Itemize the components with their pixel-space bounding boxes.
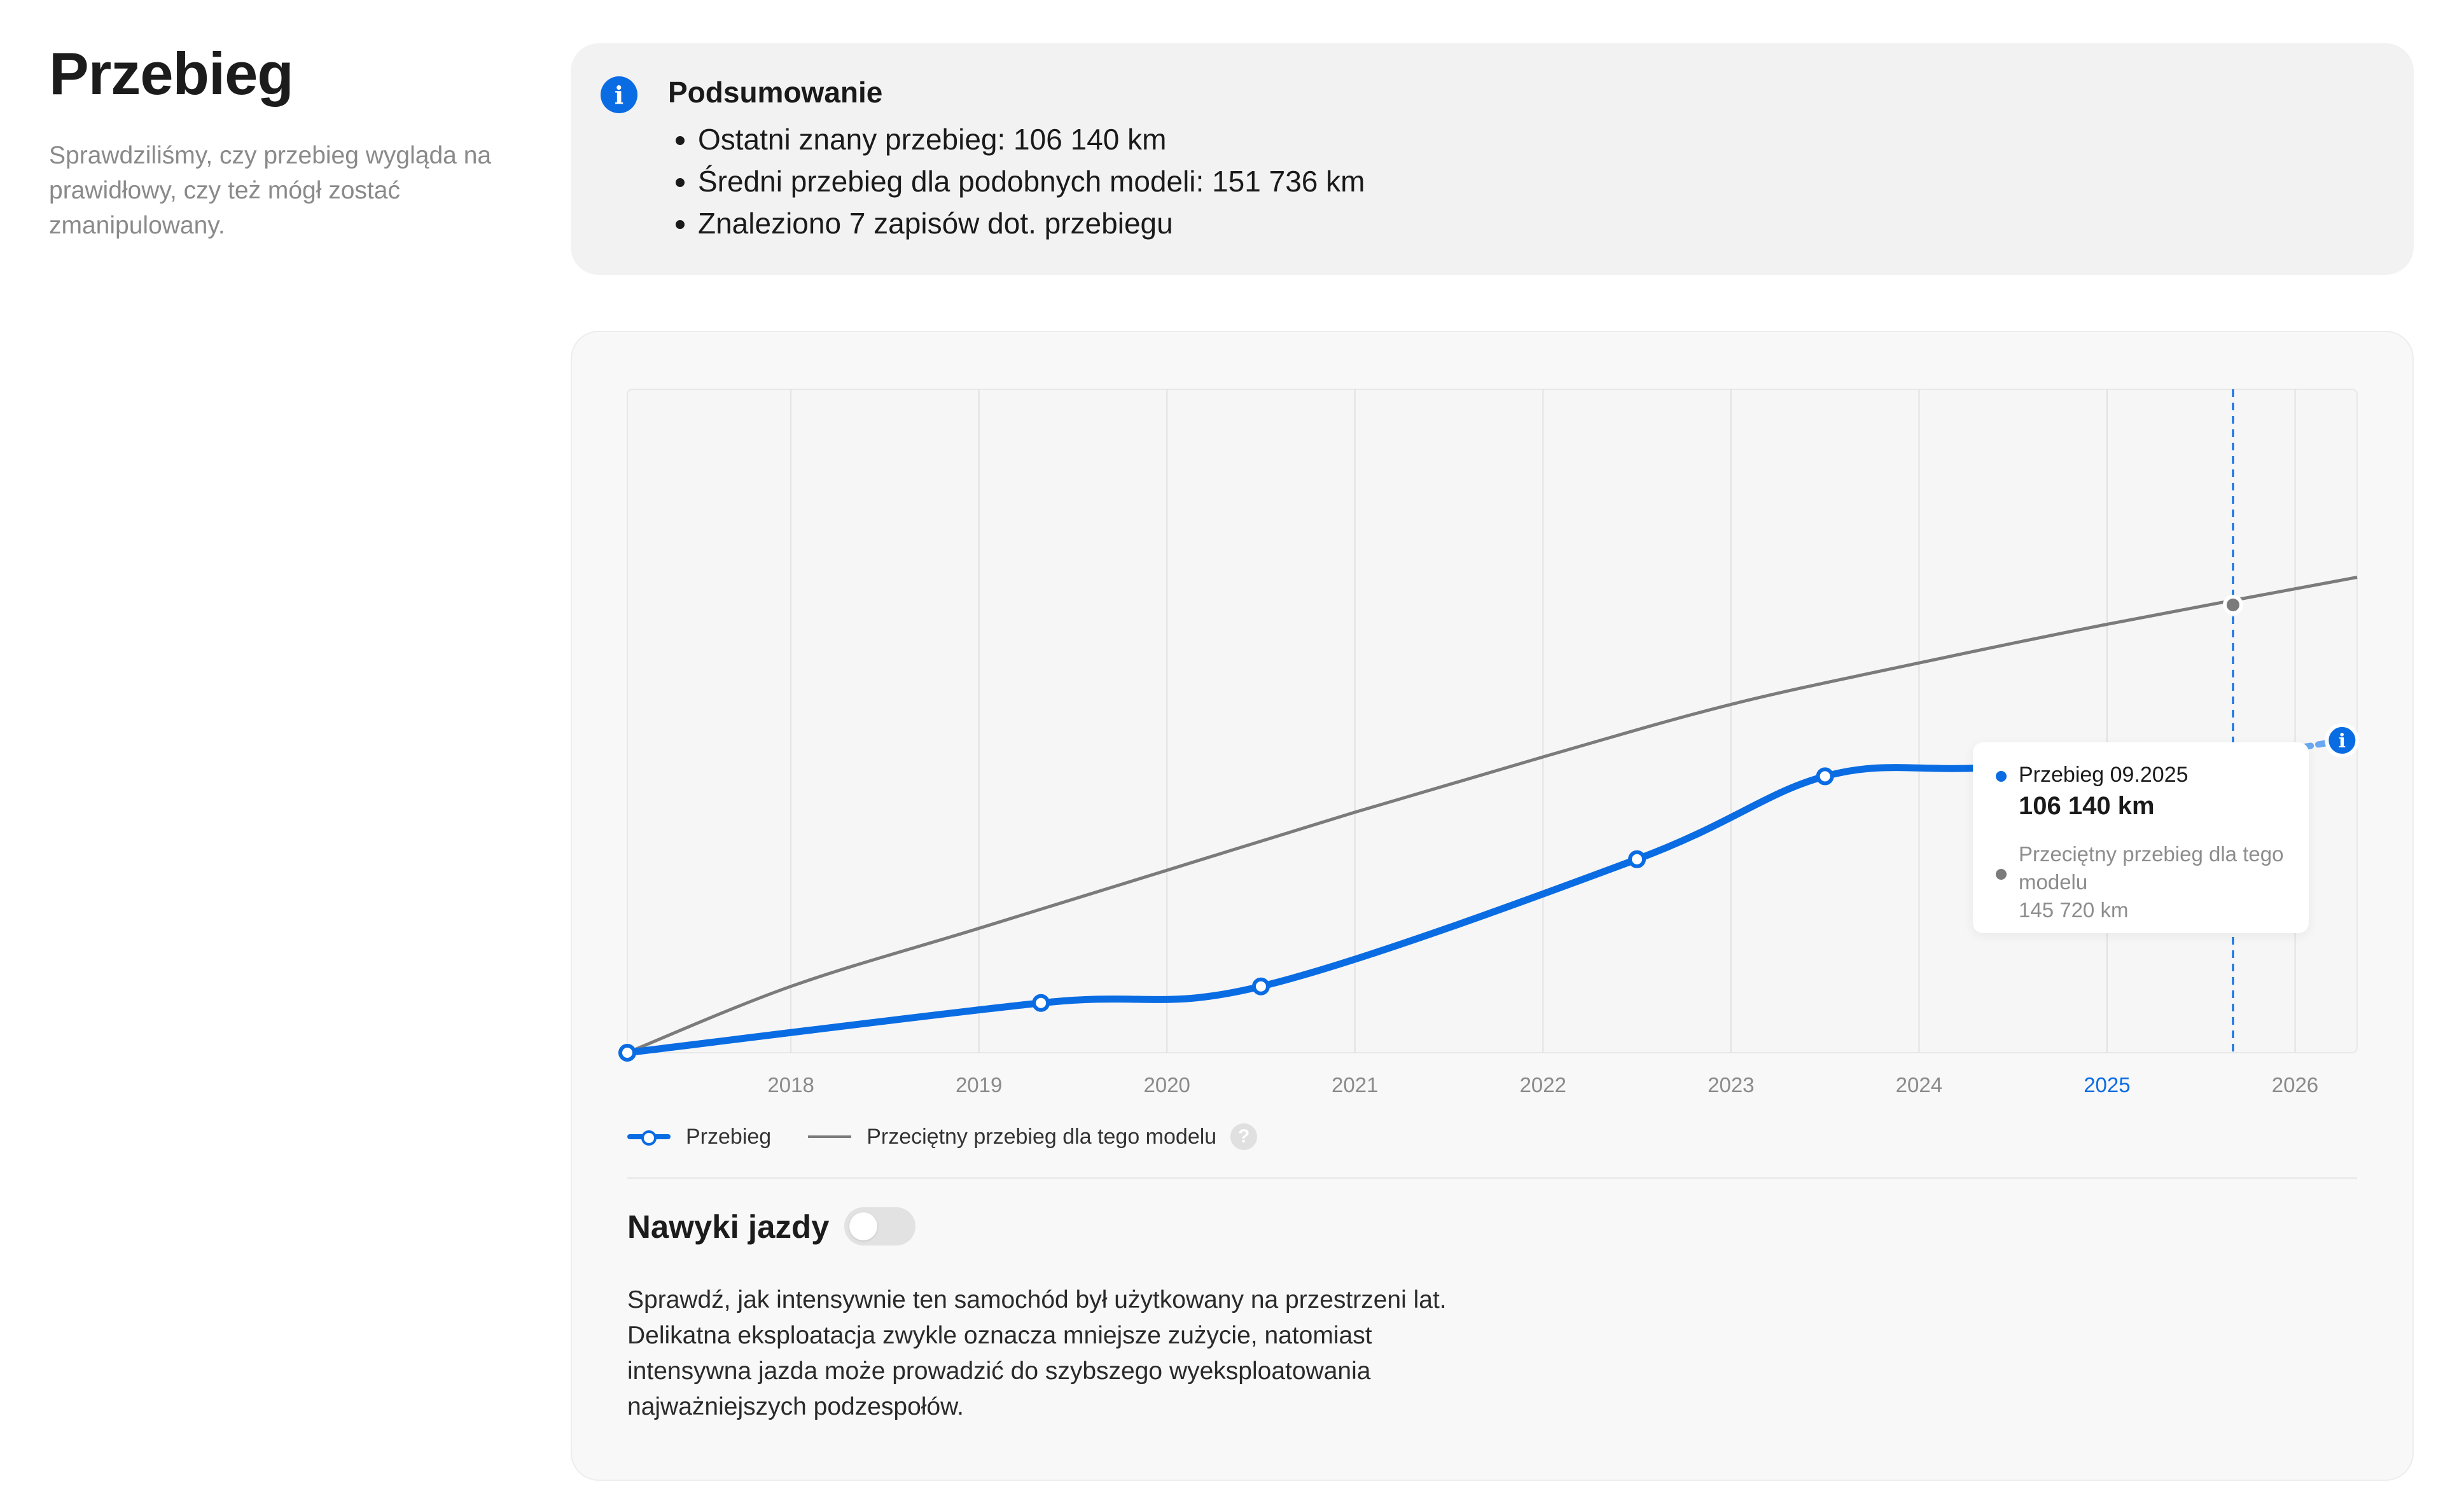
mileage-point — [1628, 850, 1646, 868]
legend-average-label: Przeciętny przebieg dla tego modelu — [867, 1124, 1217, 1149]
summary-item: Znaleziono 7 zapisów dot. przebiegu — [698, 202, 1365, 244]
summary-item: Ostatni znany przebieg: 106 140 km — [698, 118, 1365, 160]
x-tick-label: 2019 — [956, 1073, 1002, 1097]
help-icon[interactable]: ? — [1230, 1123, 1258, 1150]
average-series-line — [627, 576, 2358, 1055]
tooltip-mileage-dot — [1996, 771, 2007, 782]
legend-mileage-swatch — [627, 1129, 671, 1146]
tooltip-mileage-value: 106 140 km — [2019, 792, 2155, 820]
tooltip-mileage-label: Przebieg 09.2025 — [2019, 763, 2189, 787]
mileage-point — [1816, 767, 1834, 786]
legend-item-mileage[interactable]: Przebieg — [627, 1125, 771, 1149]
toggle-knob — [849, 1212, 878, 1240]
summary-card: i Podsumowanie Ostatni znany przebieg: 1… — [571, 43, 2414, 275]
projection-info-glyph: i — [2339, 730, 2346, 753]
page-subtitle: Sprawdziliśmy, czy przebieg wygląda na p… — [49, 142, 492, 240]
x-tick-label: 2018 — [767, 1073, 814, 1097]
projection-info-icon — [2325, 723, 2360, 758]
legend-average-swatch — [808, 1135, 852, 1138]
driving-habits-title: Nawyki jazdy — [627, 1208, 830, 1245]
legend-item-average[interactable]: Przeciętny przebieg dla tego modelu ? — [808, 1123, 1258, 1150]
chart-tooltip: Przebieg 09.2025 106 140 km Przeciętny p… — [1973, 742, 2309, 933]
x-tick-label: 2020 — [1143, 1073, 1190, 1097]
info-icon: i — [601, 76, 637, 113]
driving-habits-description: Sprawdź, jak intensywnie ten samochód by… — [627, 1286, 1447, 1420]
plot-area — [627, 389, 2358, 1053]
x-tick-label: 2021 — [1332, 1073, 1378, 1097]
mileage-point — [1032, 994, 1050, 1012]
tooltip-average-dot — [1996, 869, 2007, 880]
x-tick-label: 2025 — [2084, 1073, 2130, 1097]
legend-mileage-label: Przebieg — [686, 1124, 772, 1149]
summary-title: Podsumowanie — [668, 76, 883, 109]
tooltip-average-label: Przeciętny przebieg dla tego modelu — [2019, 842, 2284, 894]
mileage-point — [1251, 977, 1270, 995]
x-tick-label: 2022 — [1520, 1073, 1566, 1097]
x-tick-label: 2026 — [2272, 1073, 2318, 1097]
page-title: Przebieg — [49, 40, 294, 107]
summary-list: Ostatni znany przebieg: 106 140 km Średn… — [698, 118, 1365, 244]
mileage-point — [618, 1044, 636, 1062]
divider — [627, 1177, 2357, 1179]
section-header: Przebieg Sprawdziliśmy, czy przebieg wyg… — [49, 41, 507, 243]
x-tick-label: 2024 — [1896, 1073, 1942, 1097]
average-series-marker — [2222, 594, 2243, 615]
x-tick-label: 2023 — [1708, 1073, 1754, 1097]
driving-habits-header: Nawyki jazdy — [627, 1207, 916, 1245]
chart-legend: Przebieg Przeciętny przebieg dla tego mo… — [627, 1121, 1294, 1153]
driving-habits-toggle[interactable] — [844, 1207, 916, 1245]
tooltip-average-value: 145 720 km — [2019, 898, 2129, 922]
summary-item: Średni przebieg dla podobnych modeli: 15… — [698, 160, 1365, 202]
